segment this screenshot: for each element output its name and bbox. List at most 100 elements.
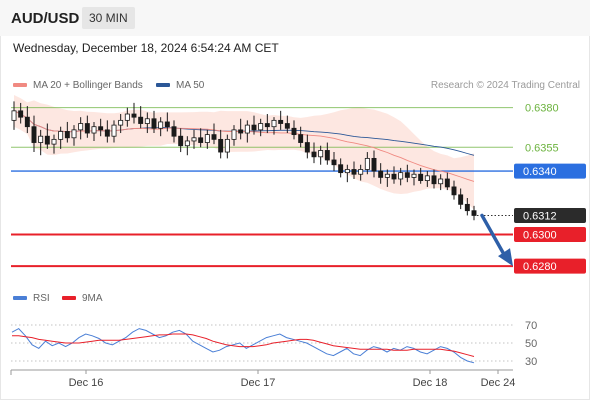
candlestick: [171, 120, 177, 143]
candle-body: [344, 169, 350, 174]
candlestick: [44, 123, 50, 149]
candlestick: [444, 172, 450, 191]
candle-body: [138, 116, 144, 124]
candle-body: [371, 157, 377, 172]
candlestick: [78, 117, 84, 140]
last-price-label: 0.6312: [523, 210, 557, 222]
forecast-arrow-head: [498, 248, 513, 267]
candlestick: [51, 134, 57, 154]
candlestick: [118, 114, 124, 134]
candle-body: [71, 129, 77, 139]
candlestick: [471, 205, 477, 221]
candlestick: [231, 125, 237, 146]
level-label: 0.6280: [523, 261, 557, 273]
x-tick-label: Dec 18: [413, 377, 448, 389]
x-tick-label: Dec 16: [69, 377, 104, 389]
candle-body: [364, 157, 370, 170]
ma9-swatch: [62, 296, 76, 301]
candlestick: [451, 180, 457, 200]
candle-body: [178, 135, 184, 147]
candle-body: [298, 134, 304, 143]
candle-body: [191, 137, 197, 142]
candle-body: [411, 173, 417, 178]
candlestick: [84, 115, 90, 138]
timeframe-button[interactable]: 30 MIN: [82, 7, 135, 29]
research-credit: Research © 2024 Trading Central: [430, 80, 580, 91]
ma20-label: MA 20 + Bollinger Bands: [33, 80, 143, 91]
forecast-arrow-shaft: [480, 213, 507, 258]
candlestick: [324, 142, 330, 165]
candle-body: [418, 173, 424, 181]
candle-body: [471, 210, 477, 216]
candlestick: [371, 150, 377, 178]
level-tag: [514, 163, 586, 179]
candle-body: [144, 118, 150, 124]
candle-body: [104, 129, 110, 137]
candlestick: [158, 117, 164, 137]
candle-body: [51, 138, 57, 145]
candlestick: [364, 152, 370, 175]
legend-rsi: RSI: [13, 293, 50, 304]
candle-body: [264, 123, 270, 128]
candlestick: [164, 112, 170, 132]
candle-body: [391, 173, 397, 180]
candle-body: [78, 123, 84, 131]
candle-body: [198, 137, 204, 143]
candle-body: [31, 126, 37, 143]
candle-body: [18, 110, 24, 118]
candle-body: [131, 113, 137, 118]
candlestick: [264, 114, 270, 134]
candlestick: [304, 134, 310, 159]
candle-body: [291, 127, 297, 136]
candlestick: [178, 128, 184, 153]
x-tick-label: Dec 17: [241, 377, 276, 389]
rsi-line: [11, 327, 475, 364]
level-label: 0.6380: [525, 103, 559, 115]
candle-body: [458, 194, 464, 205]
chart-header: AUD/USD 30 MIN: [0, 0, 590, 36]
candle-body: [324, 150, 330, 161]
symbol-title: AUD/USD: [11, 10, 80, 27]
candlestick: [104, 120, 110, 143]
candlestick: [138, 106, 144, 129]
candle-body: [464, 203, 470, 212]
candlestick: [344, 164, 350, 183]
candlestick: [338, 158, 344, 178]
candlestick: [438, 174, 444, 191]
candle-body: [271, 119, 277, 128]
rsi-tick-label: 50: [525, 338, 537, 350]
candle-body: [311, 151, 317, 158]
candle-body: [91, 126, 97, 134]
candlestick: [191, 129, 197, 149]
candlestick: [458, 188, 464, 210]
candle-body: [284, 123, 290, 129]
candle-body: [338, 164, 344, 174]
rsi-label: RSI: [33, 293, 50, 304]
candle-body: [431, 175, 437, 185]
candlestick: [411, 169, 417, 186]
candle-body: [278, 119, 284, 124]
candlestick: [58, 126, 64, 149]
candle-body: [238, 129, 244, 134]
candlestick: [391, 166, 397, 184]
candle-body: [164, 121, 170, 128]
candlestick: [38, 129, 44, 156]
candle-body: [224, 138, 230, 153]
ma50-swatch: [156, 83, 170, 88]
rsi-tick-label: 70: [525, 320, 537, 332]
candle-body: [384, 173, 390, 178]
candlestick: [91, 121, 97, 141]
candlestick: [398, 167, 404, 186]
candle-body: [98, 126, 104, 131]
candle-body: [124, 113, 130, 121]
candlestick: [244, 120, 250, 143]
level-tag: [514, 226, 586, 242]
legend-ma50: MA 50: [156, 80, 204, 91]
level-label: 0.6355: [525, 142, 559, 154]
ma20-line: [13, 110, 475, 182]
candle-body: [118, 119, 124, 126]
candlestick: [144, 112, 150, 134]
x-tick-label: Dec 24: [481, 377, 516, 389]
ma20-swatch: [13, 83, 27, 88]
